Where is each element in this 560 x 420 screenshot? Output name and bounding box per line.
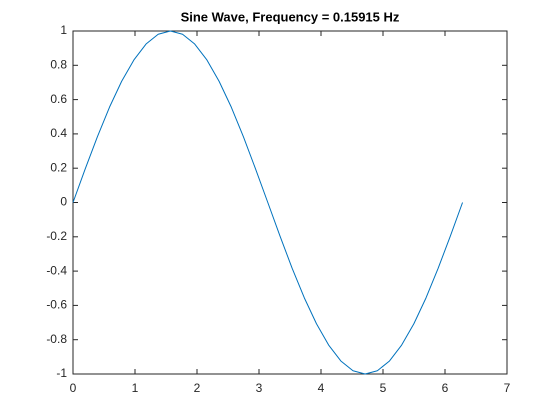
chart-title: Sine Wave, Frequency = 0.15915 Hz bbox=[181, 9, 400, 24]
y-tick-label: 0.6 bbox=[50, 92, 67, 106]
y-tick-label: -0.2 bbox=[46, 229, 67, 243]
x-tick-label: 0 bbox=[70, 381, 77, 395]
y-tick-label: 0 bbox=[60, 195, 67, 209]
y-tick-label: 1 bbox=[60, 23, 67, 37]
y-tick-label: -0.6 bbox=[46, 298, 67, 312]
y-tick-label: 0.8 bbox=[50, 57, 67, 71]
y-tick-label: 0.4 bbox=[50, 126, 67, 140]
x-tick-label: 5 bbox=[380, 381, 387, 395]
line-series bbox=[72, 30, 464, 375]
x-tick-label: 1 bbox=[132, 381, 139, 395]
y-tick-label: -0.4 bbox=[46, 263, 67, 277]
y-tick-label: 0.2 bbox=[50, 160, 67, 174]
x-tick-label: 6 bbox=[442, 381, 449, 395]
x-tick-label: 4 bbox=[318, 381, 325, 395]
y-tick-label: -1 bbox=[56, 366, 67, 380]
x-tick-label: 7 bbox=[504, 381, 511, 395]
y-tick-label: -0.8 bbox=[46, 332, 67, 346]
x-tick-label: 2 bbox=[194, 381, 201, 395]
x-tick-label: 3 bbox=[256, 381, 263, 395]
